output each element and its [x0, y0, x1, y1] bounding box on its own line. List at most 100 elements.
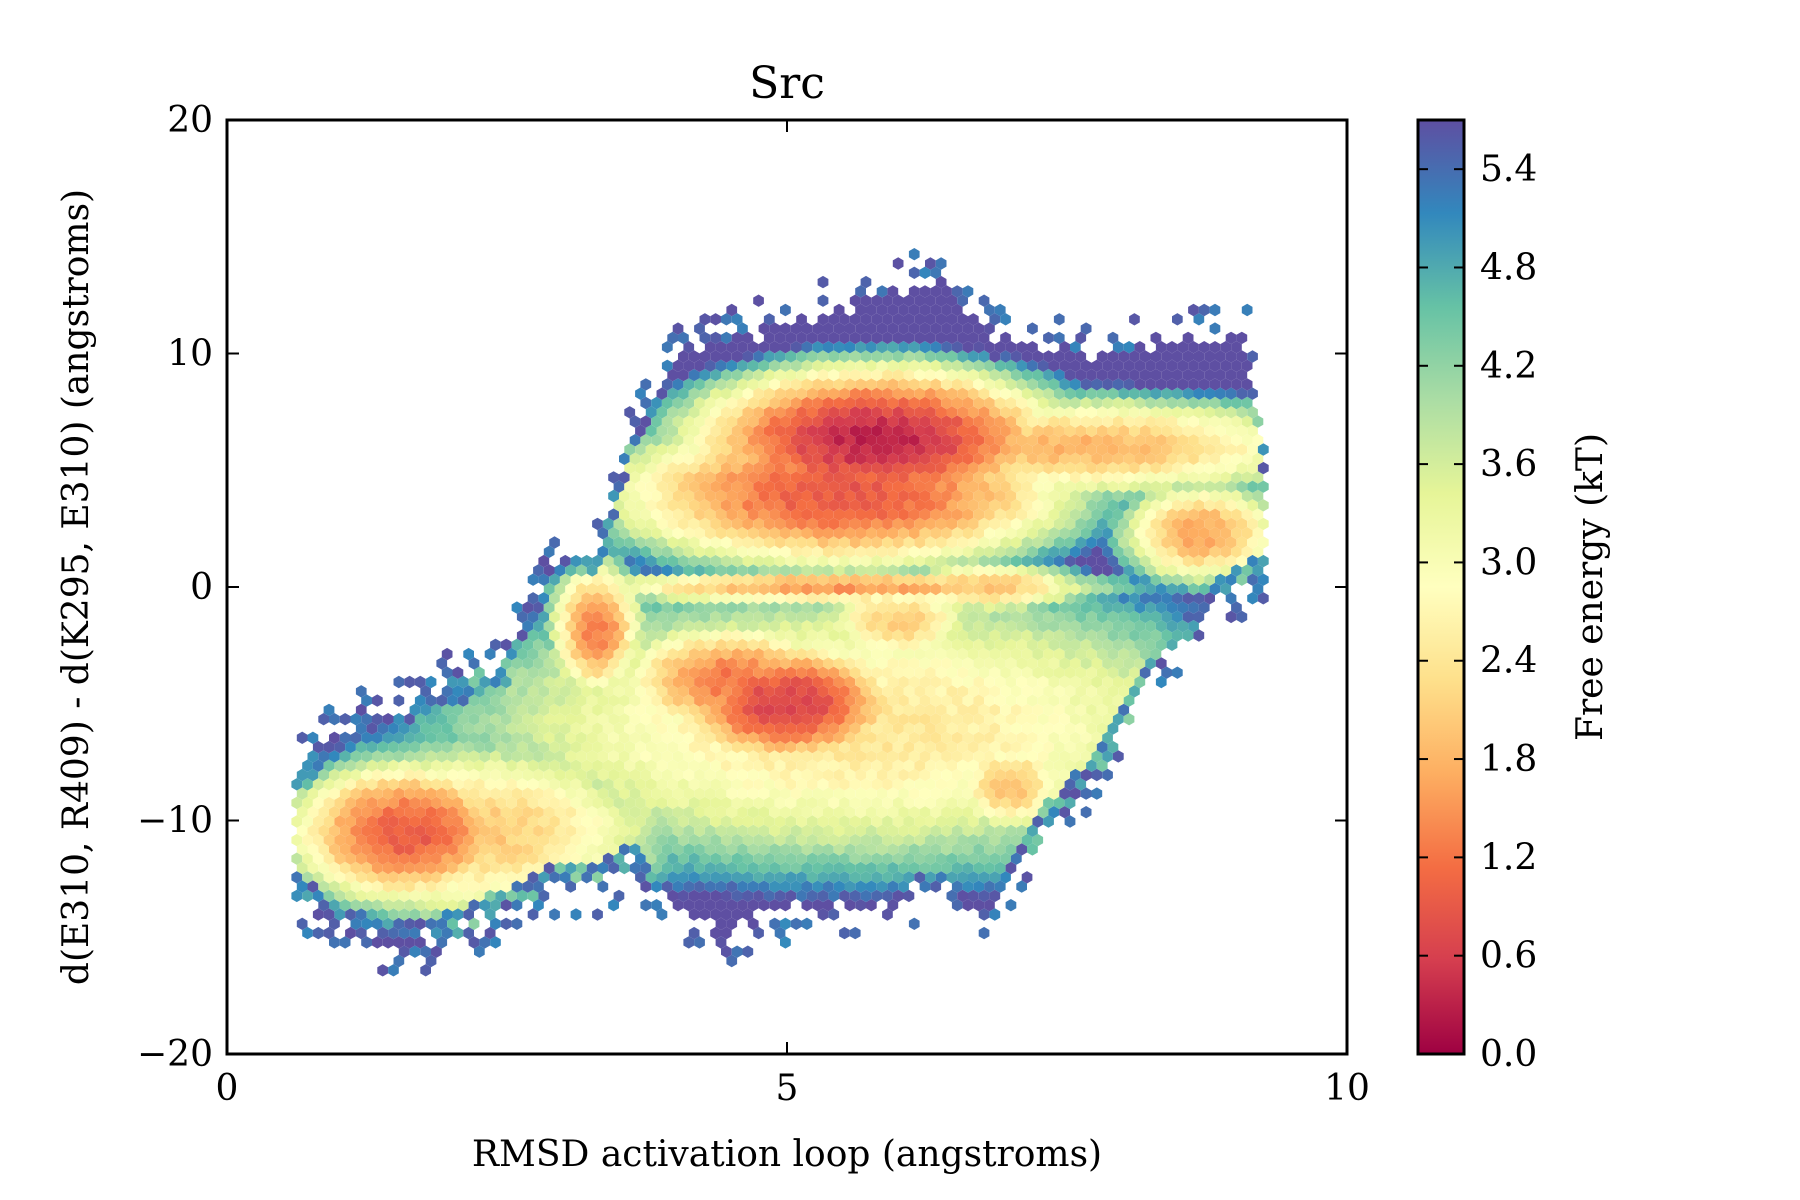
- hexbin-cell: [968, 740, 979, 754]
- hexbin-cell: [699, 536, 711, 549]
- hexbin-cell: [425, 675, 437, 689]
- hexbin-cell: [774, 517, 786, 531]
- hexbin-cell: [887, 452, 899, 465]
- hexbin-cell: [973, 713, 985, 726]
- hexbin-cell: [855, 471, 866, 484]
- hexbin-cell: [651, 620, 662, 633]
- hexbin-cell: [1112, 434, 1124, 447]
- hexbin-cell: [1155, 508, 1167, 521]
- hexbin-cell: [1155, 582, 1167, 596]
- hexbin-cell: [688, 629, 700, 642]
- hexbin-cell: [1059, 341, 1070, 354]
- hexbin-cell: [678, 331, 689, 345]
- hexbin-cell: [1150, 387, 1162, 400]
- hexbin-cell: [1166, 620, 1178, 633]
- hexbin-cell: [721, 629, 732, 642]
- hexbin-cell: [366, 908, 378, 921]
- hexbin-cell: [554, 843, 566, 856]
- hexbin-cell: [1198, 508, 1210, 521]
- hexbin-cell: [656, 499, 668, 512]
- hexbin-cell: [1166, 638, 1178, 651]
- hexbin-cell: [1010, 796, 1022, 810]
- hexbin-cell: [801, 378, 813, 391]
- hexbin-cell: [602, 573, 614, 586]
- hexbin-cell: [388, 908, 399, 921]
- hexbin-cell: [849, 294, 861, 307]
- hexbin-cell: [866, 415, 877, 428]
- hexbin-cell: [1016, 824, 1027, 837]
- hexbin-cell: [463, 815, 474, 828]
- hexbin-cell: [753, 387, 764, 400]
- hexbin-cell: [758, 341, 770, 354]
- hexbin-cell: [683, 341, 695, 354]
- hexbin-cell: [994, 396, 1006, 410]
- hexbin-cell: [559, 592, 571, 605]
- hexbin-cell: [855, 843, 866, 856]
- hexbin-cell: [1172, 368, 1183, 382]
- hexbin-cell: [866, 434, 877, 447]
- hexbin-cell: [753, 796, 764, 810]
- hexbin-cell: [1010, 833, 1022, 847]
- hexbin-cell: [1027, 657, 1038, 670]
- hexbin-cell: [1075, 703, 1087, 717]
- hexbin-cell: [866, 341, 877, 354]
- hexbin-cell: [973, 322, 985, 335]
- hexbin-cell: [619, 564, 630, 577]
- hexbin-cell: [1091, 545, 1103, 558]
- hexbin-cell: [731, 871, 743, 884]
- hexbin-cell: [661, 378, 673, 391]
- hexbin-cell: [1102, 508, 1113, 521]
- hexbin-cell: [742, 517, 754, 531]
- hexbin-cell: [1247, 536, 1258, 549]
- hexbin-cell: [763, 573, 775, 586]
- hexbin-cell: [769, 917, 780, 930]
- hexbin-cell: [747, 415, 759, 428]
- hexbin-cell: [559, 759, 571, 772]
- hexbin-cell: [678, 889, 689, 903]
- hexbin-cell: [516, 666, 528, 679]
- hexbin-cell: [565, 731, 576, 744]
- hexbin-cell: [1129, 443, 1140, 456]
- hexbin-cell: [570, 629, 582, 642]
- hexbin-cell: [425, 713, 437, 726]
- hexbin-cell: [1016, 694, 1027, 707]
- hexbin-cell: [812, 527, 823, 540]
- hexbin-cell: [661, 620, 673, 633]
- hexbin-cell: [994, 452, 1006, 465]
- hexbin-cell: [742, 722, 754, 735]
- hexbin-cell: [796, 833, 807, 847]
- hexbin-cell: [887, 601, 899, 614]
- hexbin-cell: [1112, 620, 1124, 633]
- hexbin-cell: [914, 424, 925, 438]
- hexbin-cell: [661, 731, 673, 744]
- hexbin-cell: [613, 610, 625, 624]
- hexbin-cell: [919, 359, 931, 372]
- hexbin-cell: [1129, 610, 1140, 624]
- hexbin-cell: [801, 620, 813, 633]
- hexbin-cell: [962, 415, 974, 428]
- hexbin-cell: [823, 694, 834, 707]
- hexbin-cell: [645, 592, 657, 605]
- hexbin-cell: [747, 731, 759, 744]
- hexbin-cell: [828, 461, 840, 475]
- hexbin-cell: [538, 554, 550, 568]
- hexbin-cell: [833, 564, 845, 577]
- hexbin-cell: [1096, 350, 1108, 363]
- hexbin-cell: [817, 480, 829, 493]
- hexbin-cell: [882, 796, 893, 810]
- hexbin-cell: [1209, 508, 1221, 521]
- hexbin-cell: [1145, 415, 1156, 428]
- hexbin-cell: [763, 629, 775, 642]
- hexbin-cell: [839, 592, 850, 605]
- hexbin-cell: [366, 778, 378, 791]
- hexbin-cell: [774, 722, 786, 735]
- hexbin-cell: [1037, 359, 1049, 372]
- hexbin-cell: [1080, 713, 1092, 726]
- hexbin-cell: [1225, 610, 1237, 624]
- hexbin-cell: [1091, 731, 1103, 744]
- hexbin-cell: [511, 917, 523, 930]
- hexbin-cell: [388, 778, 399, 791]
- hexbin-cell: [866, 396, 877, 410]
- hexbin-cell: [747, 564, 759, 577]
- hexbin-cell: [731, 536, 743, 549]
